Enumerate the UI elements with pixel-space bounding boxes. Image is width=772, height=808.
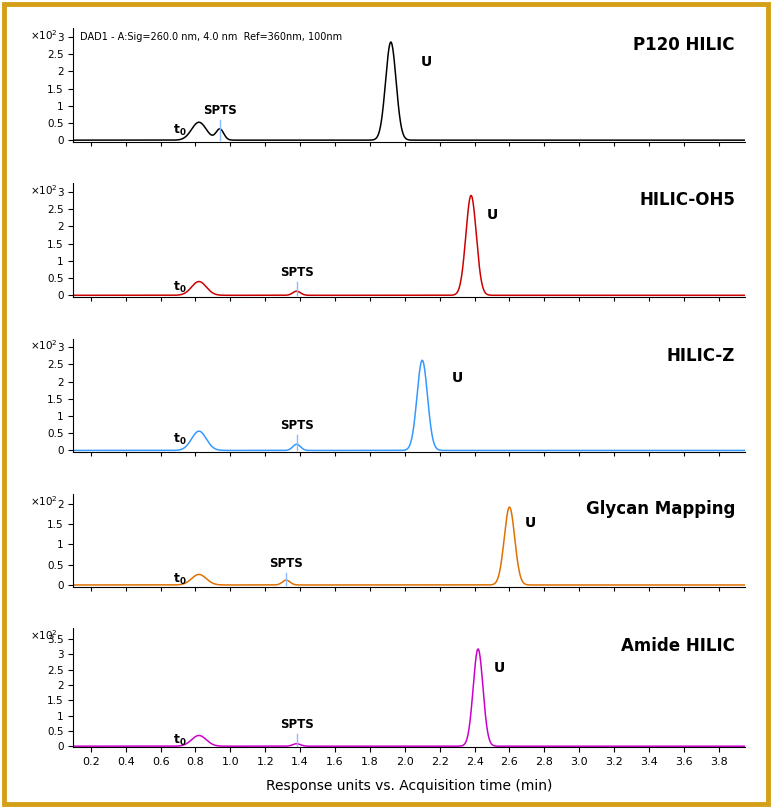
Text: $\times$10$^2$: $\times$10$^2$ bbox=[29, 494, 58, 507]
Text: Amide HILIC: Amide HILIC bbox=[621, 637, 735, 654]
Text: $\times$10$^2$: $\times$10$^2$ bbox=[29, 339, 58, 352]
Text: $\times$10$^2$: $\times$10$^2$ bbox=[29, 28, 58, 42]
Text: $\mathbf{t_0}$: $\mathbf{t_0}$ bbox=[173, 733, 187, 748]
Text: $\mathbf{t_0}$: $\mathbf{t_0}$ bbox=[173, 432, 187, 448]
Text: HILIC-OH5: HILIC-OH5 bbox=[639, 191, 735, 209]
Text: SPTS: SPTS bbox=[279, 718, 313, 730]
Text: U: U bbox=[421, 55, 432, 69]
Text: U: U bbox=[487, 208, 498, 222]
Text: Glycan Mapping: Glycan Mapping bbox=[585, 500, 735, 518]
Text: SPTS: SPTS bbox=[279, 266, 313, 279]
Text: U: U bbox=[452, 372, 463, 385]
Text: $\times$10$^2$: $\times$10$^2$ bbox=[29, 183, 58, 197]
Text: P120 HILIC: P120 HILIC bbox=[633, 36, 735, 54]
Text: $\mathbf{t_0}$: $\mathbf{t_0}$ bbox=[173, 571, 187, 587]
Text: U: U bbox=[494, 662, 505, 675]
Text: $\mathbf{t_0}$: $\mathbf{t_0}$ bbox=[173, 123, 187, 138]
Text: SPTS: SPTS bbox=[279, 419, 313, 432]
Text: $\mathbf{t_0}$: $\mathbf{t_0}$ bbox=[173, 280, 187, 295]
Text: Response units vs. Acquisition time (min): Response units vs. Acquisition time (min… bbox=[266, 780, 552, 793]
Text: HILIC-Z: HILIC-Z bbox=[666, 347, 735, 364]
Text: SPTS: SPTS bbox=[269, 557, 303, 570]
Text: DAD1 - A:Sig=260.0 nm, 4.0 nm  Ref=360nm, 100nm: DAD1 - A:Sig=260.0 nm, 4.0 nm Ref=360nm,… bbox=[80, 32, 342, 42]
Text: U: U bbox=[525, 516, 537, 530]
Text: $\times$10$^2$: $\times$10$^2$ bbox=[29, 629, 58, 642]
Text: SPTS: SPTS bbox=[203, 103, 237, 117]
